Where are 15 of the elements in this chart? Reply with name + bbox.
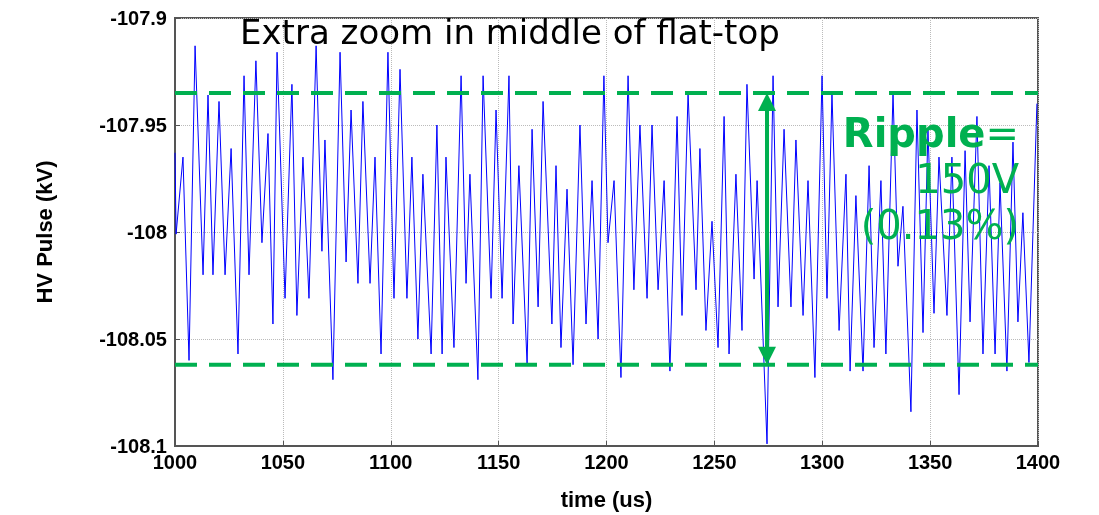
x-tick-label: 1200 [584, 451, 629, 473]
x-tick-label: 1400 [1015, 451, 1061, 473]
y-tick-label: -107.9 [110, 7, 167, 29]
x-tick-label: 1150 [476, 451, 521, 473]
x-tick-label: 1300 [800, 451, 845, 473]
x-tick-label: 1050 [260, 451, 306, 473]
y-tick-label: -108 [126, 221, 167, 243]
x-tick-label: 1350 [907, 451, 953, 473]
y-tick-label: -108.05 [99, 328, 167, 350]
y-tick-label: -107.95 [99, 114, 167, 136]
chart-title: Extra zoom in middle of flat-top [240, 12, 780, 52]
y-axis-title: HV Pulse (kV) [31, 160, 57, 304]
x-tick-label: 1250 [692, 451, 737, 473]
x-tick-label: 1100 [369, 451, 413, 473]
x-axis-title: time (us) [560, 486, 653, 512]
